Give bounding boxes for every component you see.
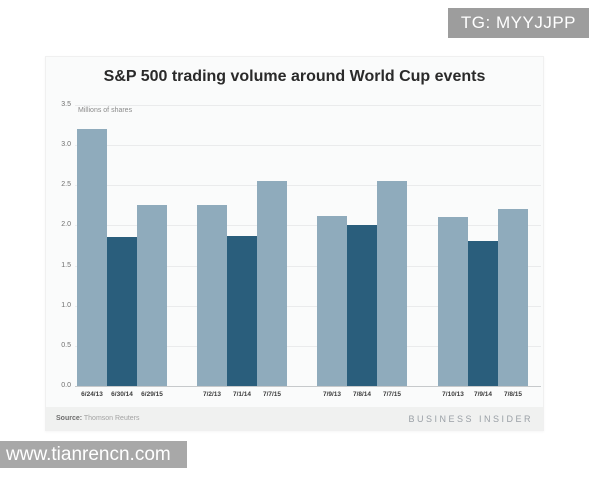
y-tick-label: 1.0 <box>61 301 71 309</box>
gridline <box>75 345 541 347</box>
bar <box>377 181 407 386</box>
source-label: Source: <box>56 415 83 422</box>
bar <box>438 217 468 386</box>
x-tick-label: 7/2/13 <box>202 391 222 398</box>
y-tick-label: 0.5 <box>61 341 71 349</box>
x-tick-label: 6/24/13 <box>81 391 103 398</box>
bar <box>107 237 137 386</box>
bar <box>137 205 167 386</box>
website-watermark: www.tianrencn.com <box>0 441 187 468</box>
x-tick-label: 6/29/15 <box>141 391 163 398</box>
bar <box>197 205 227 386</box>
x-tick-label: 6/30/14 <box>111 391 133 398</box>
chart-card: S&P 500 trading volume around World Cup … <box>45 56 544 431</box>
bar <box>317 215 347 386</box>
gridline <box>75 265 541 267</box>
bar <box>227 235 257 386</box>
y-tick-label: 2.0 <box>61 221 71 229</box>
source-value: Thomson Reuters <box>82 415 140 422</box>
x-tick-label: 7/1/14 <box>232 391 252 398</box>
x-tick-label: 7/7/15 <box>382 391 402 398</box>
x-tick-label: 7/10/13 <box>442 391 464 398</box>
gridline <box>75 305 541 307</box>
x-tick-label: 7/7/15 <box>262 391 282 398</box>
y-tick-label: 3.0 <box>61 141 71 149</box>
y-tick-label: 3.5 <box>61 101 71 108</box>
gridline <box>75 105 541 106</box>
source-attribution: Source: Thomson Reuters <box>56 415 140 422</box>
gridline <box>75 225 541 227</box>
gridline <box>75 185 541 187</box>
y-tick-label: 1.5 <box>61 261 71 269</box>
y-tick-label: 0.0 <box>61 382 71 389</box>
bar <box>77 129 107 386</box>
telegram-watermark-badge: TG: MYYJJPP <box>447 8 589 38</box>
x-tick-label: 7/9/13 <box>322 391 342 398</box>
x-tick-label: 7/8/15 <box>503 391 523 398</box>
bar <box>347 225 377 386</box>
x-tick-label: 7/9/14 <box>473 391 493 398</box>
bar <box>468 240 498 386</box>
bar <box>498 208 528 386</box>
chart-title: S&P 500 trading volume around World Cup … <box>103 68 486 85</box>
y-axis-units-label: Millions of shares <box>78 107 133 114</box>
y-tick-label: 2.5 <box>61 181 71 189</box>
bar <box>257 181 287 386</box>
x-tick-label: 7/8/14 <box>352 391 372 398</box>
business-insider-logo: BUSINESS INSIDER <box>408 413 533 424</box>
chart-footer: Source: Thomson Reuters BUSINESS INSIDER <box>46 407 543 430</box>
gridline <box>75 145 541 147</box>
x-axis-line <box>75 386 541 387</box>
